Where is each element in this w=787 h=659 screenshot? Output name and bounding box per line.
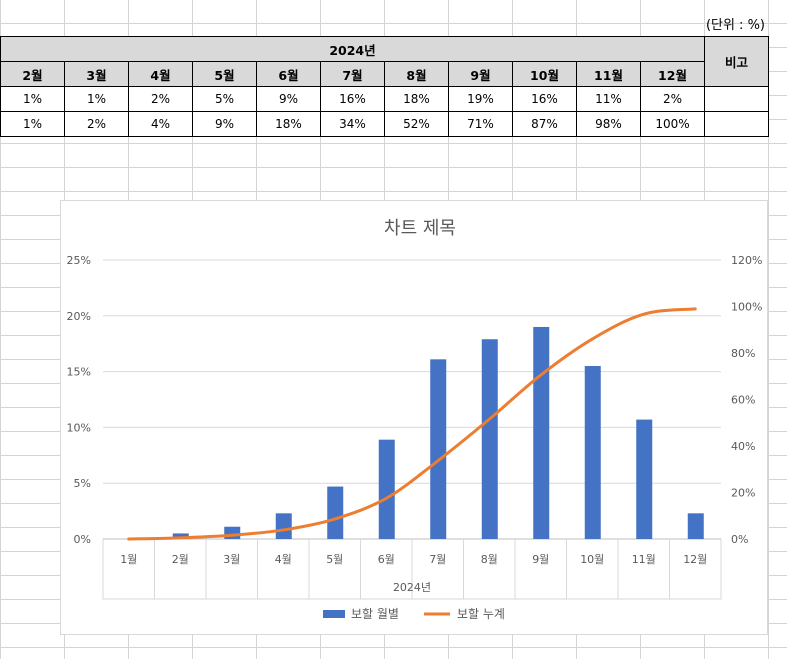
data-table: 2024년 비고 2월 3월 4월 5월 6월 7월 8월 9월 10월 11월 12월 1% 1% 2… — [0, 36, 769, 137]
x-tick-label: 8월 — [481, 553, 498, 566]
x-tick-label: 3월 — [223, 553, 240, 566]
bar-6 — [378, 439, 395, 539]
month-header-cell[interactable]: 7월 — [320, 61, 385, 87]
bar-7 — [430, 359, 447, 539]
x-tick-label: 12월 — [683, 553, 707, 566]
remark-header[interactable]: 비고 — [704, 36, 769, 87]
y-right-tick-label: 40% — [731, 440, 755, 453]
year-header[interactable]: 2024년 — [0, 36, 705, 62]
month-header-cell[interactable]: 4월 — [128, 61, 193, 87]
month-header-cell[interactable]: 8월 — [384, 61, 449, 87]
combo-chart: 차트 제목 0% 5% 10% 15% 20% 25% 0% 20% 40% 60% 80% 100% 1… — [67, 218, 763, 621]
y-left-tick-label: 0% — [74, 533, 91, 546]
bar-11 — [636, 419, 653, 539]
legend-bar-label: 보할 월별 — [351, 607, 399, 621]
monthly-value-cell[interactable]: 16% — [320, 86, 385, 112]
cumulative-value-cell[interactable]: 4% — [128, 111, 193, 137]
cumulative-value-cell[interactable]: 100% — [640, 111, 705, 137]
chart-area[interactable]: 차트 제목 0% 5% 10% 15% 20% 25% 0% 20% 40% 60% 80% 100% 1… — [60, 200, 768, 635]
x-tick-label: 10월 — [580, 553, 604, 566]
remark-cell[interactable] — [704, 111, 769, 137]
monthly-value-cell[interactable]: 19% — [448, 86, 513, 112]
y-right-tick-label: 0% — [731, 533, 748, 546]
bar-12 — [687, 513, 704, 539]
y-right-tick-label: 20% — [731, 487, 755, 500]
x-tick-label: 11월 — [632, 553, 656, 566]
bar-10 — [584, 366, 601, 539]
cumulative-value-cell[interactable]: 34% — [320, 111, 385, 137]
monthly-value-cell[interactable]: 16% — [512, 86, 577, 112]
monthly-value-cell[interactable]: 2% — [640, 86, 705, 112]
cumulative-value-cell[interactable]: 1% — [0, 111, 65, 137]
chart-title: 차트 제목 — [384, 218, 456, 239]
monthly-value-cell[interactable]: 2% — [128, 86, 193, 112]
month-header-cell[interactable]: 11월 — [576, 61, 641, 87]
month-header-cell[interactable]: 10월 — [512, 61, 577, 87]
remark-cell[interactable] — [704, 86, 769, 112]
x-tick-label: 2월 — [172, 553, 189, 566]
monthly-value-cell[interactable]: 1% — [0, 86, 65, 112]
month-header-cell[interactable]: 12월 — [640, 61, 705, 87]
monthly-value-cell[interactable]: 18% — [384, 86, 449, 112]
cumulative-value-cell[interactable]: 2% — [64, 111, 129, 137]
x-tick-label: 7월 — [429, 553, 446, 566]
x-tick-label: 9월 — [532, 553, 549, 566]
monthly-value-cell[interactable]: 1% — [64, 86, 129, 112]
cumulative-value-cell[interactable]: 98% — [576, 111, 641, 137]
y-left-tick-label: 5% — [74, 477, 91, 490]
y-right-tick-label: 100% — [731, 301, 762, 314]
month-header-cell[interactable]: 2월 — [0, 61, 65, 87]
cumulative-value-cell[interactable]: 87% — [512, 111, 577, 137]
month-header-cell[interactable]: 6월 — [256, 61, 321, 87]
month-header-cell[interactable]: 3월 — [64, 61, 129, 87]
y-left-tick-label: 20% — [67, 310, 91, 323]
y-left-tick-label: 10% — [67, 421, 91, 434]
bar-9 — [533, 326, 550, 539]
y-left-tick-label: 25% — [67, 254, 91, 267]
x-axis-label: 2024년 — [393, 581, 431, 594]
cumulative-value-cell[interactable]: 9% — [192, 111, 257, 137]
legend-bar-swatch — [323, 610, 345, 618]
cumulative-line — [127, 307, 697, 541]
x-tick-label: 4월 — [275, 553, 292, 566]
cumulative-value-cell[interactable]: 52% — [384, 111, 449, 137]
x-tick-label: 6월 — [378, 553, 395, 566]
cumulative-value-cell[interactable]: 71% — [448, 111, 513, 137]
y-right-tick-label: 120% — [731, 254, 762, 267]
bar-5 — [327, 486, 344, 539]
bar-2 — [172, 533, 189, 539]
monthly-value-cell[interactable]: 5% — [192, 86, 257, 112]
x-tick-label: 1월 — [120, 553, 137, 566]
legend-line-label: 보할 누계 — [457, 607, 505, 621]
y-left-tick-label: 15% — [67, 366, 91, 379]
monthly-value-cell[interactable]: 9% — [256, 86, 321, 112]
bar-4 — [275, 513, 292, 539]
monthly-value-cell[interactable]: 11% — [576, 86, 641, 112]
unit-label: (단위 : %) — [705, 18, 765, 33]
y-right-tick-label: 60% — [731, 394, 755, 407]
month-header-cell[interactable]: 5월 — [192, 61, 257, 87]
y-right-tick-label: 80% — [731, 347, 755, 360]
bar-3 — [224, 526, 241, 539]
x-tick-label: 5월 — [326, 553, 343, 566]
month-header-cell[interactable]: 9월 — [448, 61, 513, 87]
bar-8 — [481, 339, 498, 539]
cumulative-value-cell[interactable]: 18% — [256, 111, 321, 137]
